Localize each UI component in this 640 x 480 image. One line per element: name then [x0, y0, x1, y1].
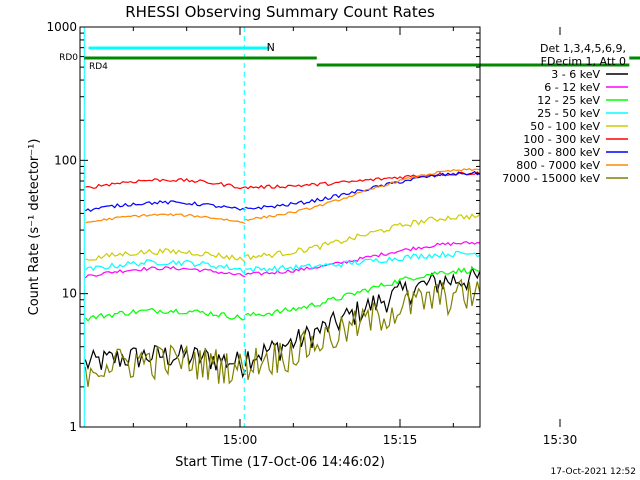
y-tick-label: 10: [62, 287, 77, 301]
footer-timestamp: 17-Oct-2021 12:52: [551, 467, 636, 477]
series-line: [85, 213, 246, 225]
series-2: [84, 267, 481, 322]
series-8: [84, 278, 481, 387]
series-line: [245, 213, 481, 261]
series-line: [85, 177, 246, 190]
series-line: [244, 278, 481, 380]
legend-entry: 800 - 7000 keV: [516, 159, 600, 172]
rd4-label: RD4: [89, 62, 108, 72]
series-6: [84, 170, 481, 212]
series-3: [84, 250, 481, 273]
y-tick-label: 100: [54, 153, 77, 167]
legend-entry: 25 - 50 keV: [537, 107, 600, 120]
legend-header-2: FDecim 1, Att 0: [541, 55, 626, 68]
series-7: [85, 168, 481, 225]
series-line: [245, 168, 481, 221]
series-5: [85, 171, 481, 190]
series-1: [84, 241, 481, 279]
y-tick-label: 1000: [46, 20, 77, 34]
series-line: [245, 241, 481, 276]
series-line: [84, 265, 246, 279]
x-axis-label: Start Time (17-Oct-06 14:46:02): [175, 455, 385, 470]
series-line: [84, 200, 246, 212]
legend-entry: 3 - 6 keV: [551, 68, 600, 81]
x-tick-label: 15:15: [383, 433, 418, 447]
legend-header-1: Det 1,3,4,5,6,9,: [540, 42, 626, 55]
legend-entry: 100 - 300 keV: [523, 133, 600, 146]
y-axis: 1 10 100 1000: [46, 20, 480, 434]
series-line: [245, 170, 481, 210]
series-line: [245, 250, 481, 273]
series-line: [245, 267, 481, 317]
x-tick-label: 15:00: [223, 433, 258, 447]
plot-frame: [79, 26, 481, 428]
night-flag-label: N: [267, 41, 275, 54]
series-line: [85, 248, 246, 263]
plot-area: NSRD0RD4: [59, 27, 640, 427]
series-line: [84, 344, 246, 387]
y-axis-label: Count Rate (s⁻¹ detector⁻¹): [27, 139, 42, 316]
chart-title: RHESSI Observing Summary Count Rates: [125, 3, 435, 21]
series-line: [244, 171, 481, 190]
series-4: [85, 213, 481, 263]
x-tick-label: 15:30: [543, 433, 578, 447]
legend-entry: 50 - 100 keV: [530, 120, 600, 133]
legend-entry: 7000 - 15000 keV: [502, 172, 600, 185]
flags: NSRD0RD4: [59, 27, 640, 427]
legend-entry: 12 - 25 keV: [537, 94, 600, 107]
legend-entry: 6 - 12 keV: [544, 81, 600, 94]
legend-entry: 300 - 800 keV: [523, 146, 600, 159]
rd0-label: RD0: [59, 53, 78, 63]
series-line: [84, 307, 246, 322]
series-line: [84, 259, 246, 273]
y-tick-label: 1: [69, 420, 77, 434]
series-0: [84, 265, 481, 379]
series-line: [244, 265, 481, 370]
series-line: [84, 344, 246, 379]
